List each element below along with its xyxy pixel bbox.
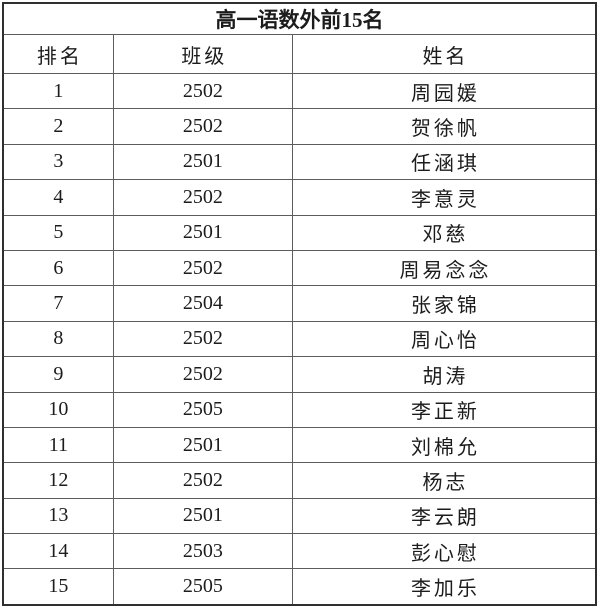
rank-cell: 7 [2, 285, 114, 322]
table-row: 10 2505 李正新 [2, 391, 597, 428]
table-row: 15 2505 李加乐 [2, 568, 597, 606]
name-cell: 周园媛 [291, 72, 597, 110]
name-cell: 周易念念 [291, 249, 597, 287]
header-row: 排名 班级 姓名 [2, 34, 597, 74]
table-row: 1 2502 周园媛 [2, 72, 597, 110]
table-row: 14 2503 彭心慰 [2, 533, 597, 570]
name-cell: 周心怡 [291, 320, 597, 358]
header-class: 班级 [112, 34, 293, 74]
rank-cell: 2 [2, 108, 114, 145]
table-row: 8 2502 周心怡 [2, 320, 597, 358]
name-cell: 李正新 [291, 391, 597, 428]
class-cell: 2504 [112, 285, 293, 322]
table-body: 1 2502 周园媛 2 2502 贺徐帆 3 2501 任涵琪 4 2502 李意灵 5 2501 邓慈 6… [2, 72, 597, 606]
class-cell: 2503 [112, 533, 293, 570]
rank-cell: 9 [2, 356, 114, 393]
title-row: 高一语数外前15名 [2, 2, 597, 35]
rank-cell: 8 [2, 320, 114, 358]
class-cell: 2502 [112, 179, 293, 216]
header-rank: 排名 [2, 34, 114, 74]
table-row: 7 2504 张家锦 [2, 285, 597, 322]
class-cell: 2502 [112, 356, 293, 393]
class-cell: 2502 [112, 249, 293, 287]
name-cell: 张家锦 [291, 285, 597, 322]
header-name: 姓名 [291, 34, 597, 74]
table-row: 5 2501 邓慈 [2, 214, 597, 251]
name-cell: 贺徐帆 [291, 108, 597, 145]
class-cell: 2502 [112, 320, 293, 358]
name-cell: 任涵琪 [291, 143, 597, 181]
class-cell: 2501 [112, 214, 293, 251]
class-cell: 2502 [112, 462, 293, 499]
class-cell: 2505 [112, 568, 293, 606]
table-row: 11 2501 刘棉允 [2, 426, 597, 464]
class-cell: 2501 [112, 143, 293, 181]
name-cell: 李云朗 [291, 497, 597, 535]
rank-cell: 11 [2, 426, 114, 464]
class-cell: 2501 [112, 497, 293, 535]
name-cell: 李加乐 [291, 568, 597, 606]
table-head: 高一语数外前15名 排名 班级 姓名 [2, 2, 597, 74]
class-cell: 2501 [112, 426, 293, 464]
name-cell: 刘棉允 [291, 426, 597, 464]
rank-cell: 4 [2, 179, 114, 216]
rank-cell: 13 [2, 497, 114, 535]
table-row: 4 2502 李意灵 [2, 179, 597, 216]
rank-cell: 3 [2, 143, 114, 181]
table-row: 6 2502 周易念念 [2, 249, 597, 287]
rank-cell: 6 [2, 249, 114, 287]
name-cell: 邓慈 [291, 214, 597, 251]
rank-cell: 10 [2, 391, 114, 428]
table-row: 2 2502 贺徐帆 [2, 108, 597, 145]
name-cell: 杨志 [291, 462, 597, 499]
rank-cell: 15 [2, 568, 114, 606]
rank-cell: 5 [2, 214, 114, 251]
name-cell: 李意灵 [291, 179, 597, 216]
table-row: 12 2502 杨志 [2, 462, 597, 499]
rank-cell: 14 [2, 533, 114, 570]
name-cell: 胡涛 [291, 356, 597, 393]
class-cell: 2502 [112, 72, 293, 110]
name-cell: 彭心慰 [291, 533, 597, 570]
rank-cell: 1 [2, 72, 114, 110]
table-row: 13 2501 李云朗 [2, 497, 597, 535]
rank-cell: 12 [2, 462, 114, 499]
table-row: 9 2502 胡涛 [2, 356, 597, 393]
table-title: 高一语数外前15名 [2, 2, 597, 35]
table-row: 3 2501 任涵琪 [2, 143, 597, 181]
class-cell: 2502 [112, 108, 293, 145]
class-cell: 2505 [112, 391, 293, 428]
